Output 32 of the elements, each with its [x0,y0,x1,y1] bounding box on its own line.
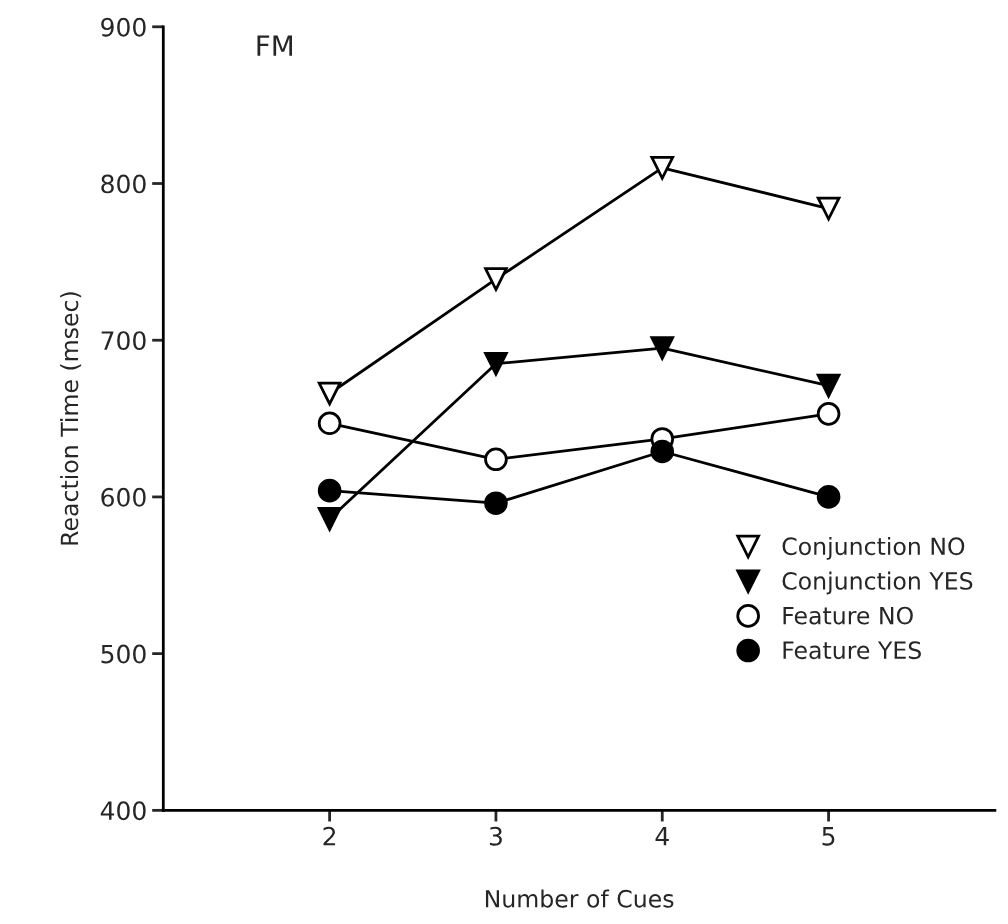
y-tick-label: 900 [101,17,146,37]
point [816,485,841,509]
x-tick-label: 5 [822,827,835,846]
x-tick-label: 2 [323,826,336,846]
legend-label: Feature YES [783,641,921,660]
point [317,411,342,436]
point [816,196,841,221]
y-tick-label: 400 [100,801,146,821]
legend-label: Feature NO [783,606,913,625]
point [484,447,508,472]
point [816,373,841,398]
legend-label: Conjunction YES [782,571,973,595]
y-axis-title: Reaction Time (msec) [60,292,82,545]
annotation: FM [257,35,292,56]
point [317,507,342,531]
y-tick-label: 800 [101,174,146,194]
point [650,439,675,464]
point [650,336,675,360]
x-tick-label: 3 [489,826,502,846]
point [484,267,508,291]
y-tick-label: 700 [101,331,146,351]
y-tick-label: 500 [101,644,146,664]
point [816,402,841,426]
point [484,491,508,515]
y-tick-label: 600 [101,487,146,507]
point [317,381,342,406]
legend-label: Conjunction NO [782,536,965,560]
point [317,478,342,503]
x-axis-title: Number of Cues [485,889,674,908]
point [650,156,675,180]
point [484,351,508,376]
x-tick-label: 4 [655,827,669,846]
